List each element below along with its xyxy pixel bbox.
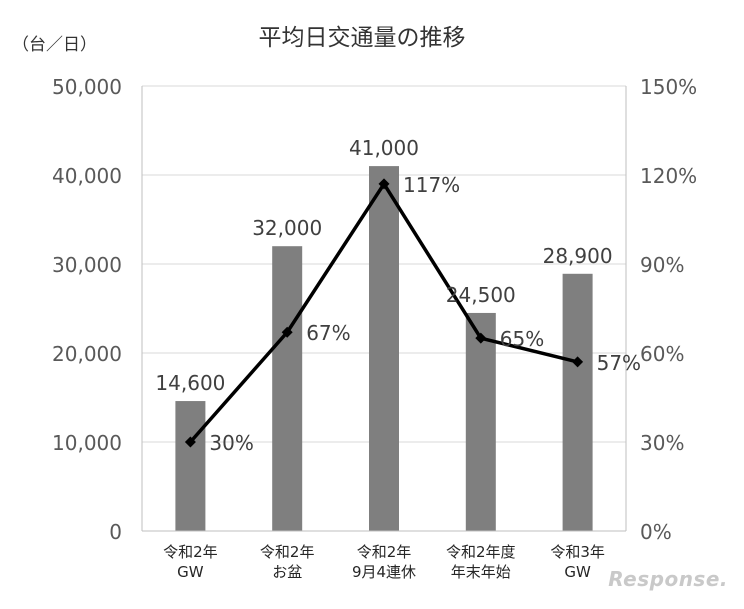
left-tick-label: 40,000: [52, 164, 122, 188]
bar: [465, 312, 496, 531]
category-label-line: 令和2年度: [446, 543, 516, 561]
line-value-label: 117%: [403, 173, 460, 197]
left-tick-label: 30,000: [52, 253, 122, 277]
bar: [562, 273, 593, 531]
tick-labels: 0 10,000 20,000 30,000 40,000 50,000 0% 30% 60% 9…: [52, 75, 697, 581]
category-label-line: 令和3年: [550, 543, 605, 561]
axes: [141, 86, 627, 532]
bar-value-label: 41,000: [349, 136, 419, 160]
bar-value-label: 24,500: [446, 283, 516, 307]
right-tick-label: 30%: [640, 431, 684, 455]
unit-label: （台／日）: [12, 35, 97, 55]
response-watermark: Response.: [608, 567, 728, 591]
category-label-line: 9月4連休: [352, 563, 416, 581]
bar: [272, 246, 303, 531]
line-point: [475, 332, 487, 344]
data-labels: 14,600 32,000 41,000 24,500 28,900 30% 67% 117%…: [155, 136, 641, 455]
category-label-line: 年末年始: [451, 563, 511, 581]
category-label: 令和3年 GW: [550, 543, 605, 581]
category-label-line: 令和2年: [357, 543, 412, 561]
bar-series: [175, 166, 593, 531]
left-tick-label: 20,000: [52, 342, 122, 366]
category-label-line: 令和2年: [163, 543, 218, 561]
category-label-line: GW: [564, 563, 591, 581]
category-label: 令和2年度年末年始: [446, 543, 516, 581]
right-tick-label: 150%: [640, 75, 697, 99]
right-tick-label: 120%: [640, 164, 697, 188]
chart-title: 平均日交通量の推移: [259, 25, 466, 51]
right-tick-label: 60%: [640, 342, 684, 366]
bar-value-label: 28,900: [543, 244, 613, 268]
bar-value-label: 32,000: [252, 216, 322, 240]
category-label-line: GW: [177, 563, 204, 581]
left-tick-label: 10,000: [52, 431, 122, 455]
line-point: [378, 178, 390, 190]
right-tick-label: 90%: [640, 253, 684, 277]
line-point: [184, 436, 196, 448]
category-label-line: お盆: [272, 563, 302, 581]
bar: [175, 401, 206, 531]
line-value-label: 67%: [306, 321, 350, 345]
line-value-label: 57%: [597, 351, 641, 375]
category-label-line: 令和2年: [260, 543, 315, 561]
line-point: [572, 356, 584, 368]
bar: [369, 166, 399, 531]
line-value-label: 30%: [209, 431, 253, 455]
left-tick-label: 0: [109, 520, 122, 544]
left-tick-label: 50,000: [52, 75, 122, 99]
line-series: [184, 178, 584, 448]
line-point: [281, 326, 293, 338]
line-value-label: 65%: [500, 327, 544, 351]
category-label: 令和2年 9月4連休: [352, 543, 416, 581]
bar-value-label: 14,600: [155, 371, 225, 395]
category-label: 令和2年お盆: [260, 543, 315, 581]
right-tick-label: 0%: [640, 520, 672, 544]
category-label: 令和2年 GW: [163, 543, 218, 581]
